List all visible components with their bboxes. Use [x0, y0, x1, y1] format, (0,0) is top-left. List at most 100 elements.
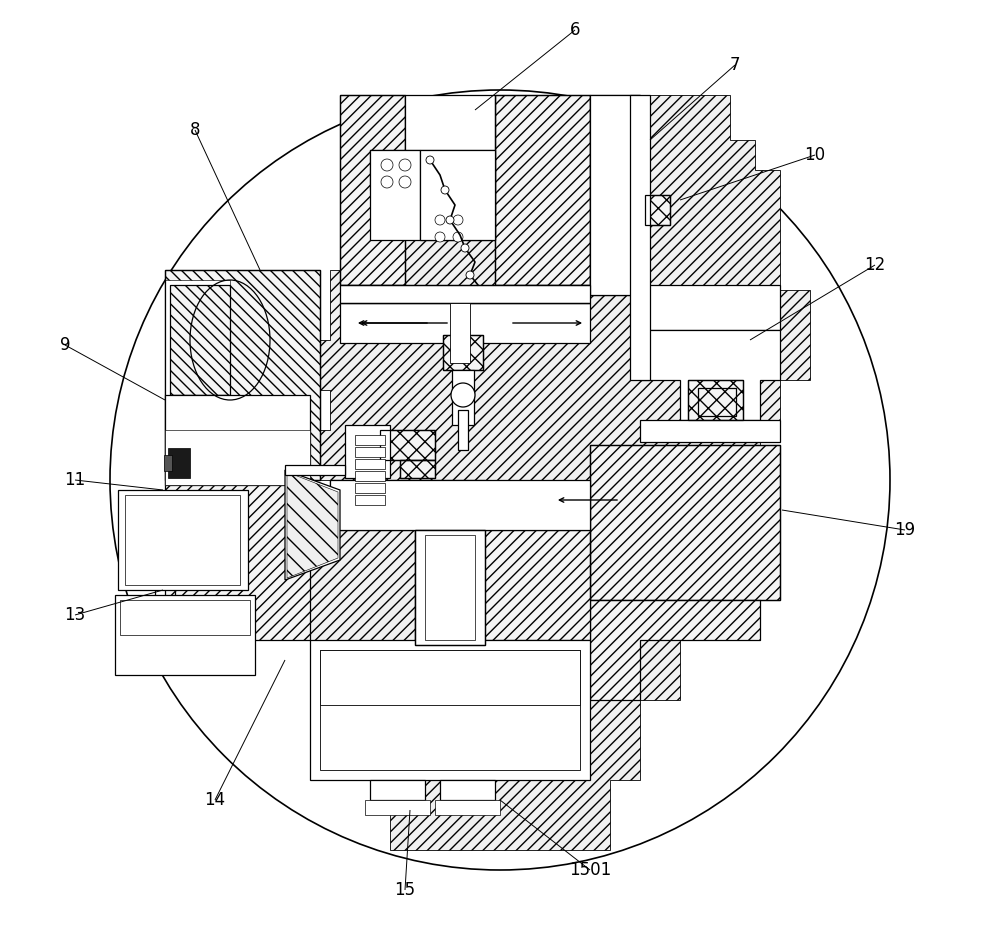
Bar	[165, 270, 320, 480]
Text: 1501: 1501	[569, 861, 611, 879]
Bar	[630, 95, 650, 380]
Bar	[170, 285, 230, 395]
Text: 13: 13	[64, 606, 86, 624]
Polygon shape	[332, 482, 588, 528]
Polygon shape	[640, 330, 780, 420]
Bar	[322, 652, 577, 702]
Bar	[590, 445, 780, 600]
Bar	[380, 430, 435, 460]
Circle shape	[381, 176, 393, 188]
Bar	[370, 780, 425, 800]
Text: 10: 10	[804, 146, 826, 164]
Text: 9: 9	[60, 336, 70, 354]
Polygon shape	[348, 428, 387, 475]
Bar	[170, 285, 230, 395]
Bar	[440, 780, 495, 800]
Circle shape	[446, 216, 454, 224]
Bar	[418, 533, 482, 643]
Bar	[405, 95, 495, 150]
Bar	[400, 460, 435, 478]
Bar	[645, 195, 670, 225]
Bar	[355, 447, 385, 457]
Circle shape	[110, 90, 890, 870]
Circle shape	[426, 156, 434, 164]
Bar	[355, 483, 385, 493]
Polygon shape	[590, 600, 760, 700]
Text: 6: 6	[570, 21, 580, 39]
Bar	[370, 150, 420, 190]
Bar	[458, 410, 468, 450]
Polygon shape	[280, 95, 810, 850]
Bar	[165, 280, 230, 500]
Bar	[415, 530, 485, 645]
Circle shape	[381, 159, 393, 171]
Text: 7: 7	[730, 56, 740, 74]
Text: 8: 8	[190, 121, 200, 139]
Bar	[640, 420, 780, 442]
Bar	[365, 800, 430, 815]
Text: 19: 19	[894, 521, 916, 539]
Circle shape	[441, 186, 449, 194]
Bar	[640, 285, 780, 330]
Bar	[355, 459, 385, 469]
Circle shape	[453, 232, 463, 242]
Polygon shape	[285, 470, 340, 580]
Bar	[355, 471, 385, 481]
Bar	[168, 448, 190, 478]
Bar	[455, 150, 495, 240]
Bar	[420, 150, 455, 240]
Polygon shape	[287, 472, 338, 578]
Bar	[400, 460, 435, 478]
Bar	[698, 388, 736, 416]
Bar	[164, 455, 172, 471]
Bar	[340, 95, 405, 285]
Circle shape	[451, 383, 475, 407]
Circle shape	[453, 215, 463, 225]
Bar	[340, 95, 405, 285]
Bar	[380, 430, 435, 460]
Bar	[165, 395, 310, 485]
Bar	[320, 650, 580, 705]
Polygon shape	[345, 425, 390, 478]
Bar	[340, 285, 590, 303]
Bar	[660, 290, 775, 325]
Bar	[443, 335, 483, 370]
Text: 15: 15	[394, 881, 416, 899]
Circle shape	[461, 244, 469, 252]
Circle shape	[399, 176, 411, 188]
Bar	[688, 380, 743, 420]
Bar	[495, 95, 590, 285]
Bar	[425, 535, 475, 640]
Bar	[590, 445, 780, 600]
Text: 11: 11	[64, 471, 86, 489]
Bar	[118, 490, 248, 590]
Bar	[370, 150, 420, 240]
Text: 14: 14	[204, 791, 226, 809]
Polygon shape	[330, 480, 590, 640]
Bar	[310, 640, 590, 780]
Bar	[165, 430, 310, 485]
Bar	[340, 303, 590, 343]
Bar	[355, 435, 385, 445]
Polygon shape	[165, 480, 310, 640]
Polygon shape	[285, 465, 345, 475]
Bar	[125, 495, 240, 585]
Bar	[452, 370, 474, 425]
Circle shape	[435, 232, 445, 242]
Bar	[590, 95, 640, 295]
Circle shape	[435, 215, 445, 225]
Circle shape	[466, 271, 474, 279]
Text: 12: 12	[864, 256, 886, 274]
Bar	[590, 95, 640, 295]
Bar	[355, 495, 385, 505]
Bar	[688, 380, 743, 420]
Bar	[450, 303, 470, 363]
Bar	[645, 195, 670, 225]
Polygon shape	[642, 332, 778, 418]
Bar	[320, 650, 580, 770]
Bar	[415, 530, 485, 645]
Bar	[495, 95, 590, 285]
Bar	[435, 800, 500, 815]
Bar	[165, 270, 320, 480]
Circle shape	[399, 159, 411, 171]
